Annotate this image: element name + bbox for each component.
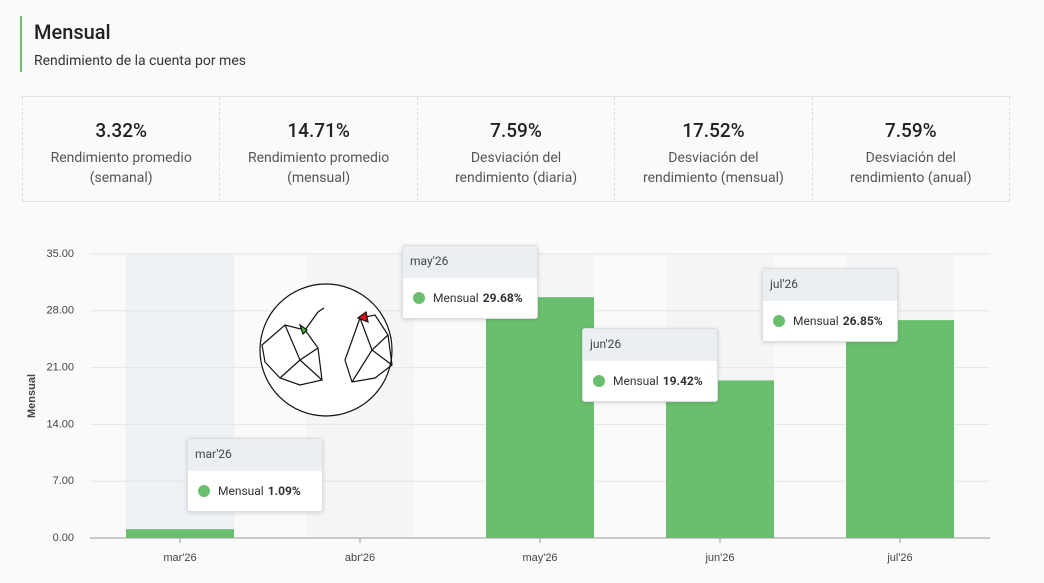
stat-label: Desviación del rendimiento (diaria) (454, 150, 578, 186)
stat-label: Desviación del rendimiento (anual) (850, 150, 972, 186)
stat-label: Desviación del rendimiento (mensual) (642, 150, 784, 186)
header: Mensual Rendimiento de la cuenta por mes (20, 16, 246, 72)
stat-value: 17.52% (682, 119, 745, 142)
subtitle: Rendimiento de la cuenta por mes (34, 53, 246, 69)
value-label: 29.68% (482, 291, 523, 306)
x-tick-label: abr'26 (345, 552, 375, 564)
x-tick-label: may'26 (522, 552, 557, 564)
stat-label: Rendimiento promedio (mensual) (247, 150, 390, 186)
tooltip: jun'26 Mensual 19.42% (582, 328, 718, 403)
series-name: Mensual (433, 291, 479, 306)
tooltip: jul'26 Mensual 26.85% (762, 268, 898, 343)
tooltip-body: Mensual 26.85% (763, 301, 897, 341)
stat-value: 3.32% (95, 119, 148, 142)
legend-dot (413, 292, 425, 305)
x-tick-label: jul'26 (886, 552, 912, 564)
stat-value: 7.59% (884, 119, 937, 142)
legend-dot (198, 485, 210, 497)
stat: 3.32% Rendimiento promedio (semanal) (22, 97, 219, 201)
tooltip-header: may'26 (403, 246, 537, 279)
tooltip-header: jun'26 (583, 329, 717, 362)
series-name: Mensual (218, 484, 264, 498)
x-tick-label: jun'26 (704, 552, 734, 564)
stat-label: Rendimiento promedio (semanal) (50, 150, 192, 186)
legend-dot (773, 315, 785, 328)
stat-value: 14.71% (287, 119, 350, 142)
bar (846, 320, 954, 538)
y-tick-label: 28.00 (46, 305, 74, 317)
legend-dot (593, 375, 605, 388)
bar (666, 380, 774, 538)
stat: 7.59% Desviación del rendimiento (anual) (811, 97, 1011, 201)
bar (126, 529, 234, 538)
tooltip-body: Mensual 19.42% (583, 361, 717, 401)
tooltip: mar'26 Mensual 1.09% (187, 438, 323, 512)
value-label: 19.42% (662, 374, 703, 389)
tooltip-header: jul'26 (763, 269, 897, 302)
tooltip: may'26 Mensual 29.68% (402, 245, 538, 320)
stat: 14.71% Rendimiento promedio (mensual) (219, 97, 416, 201)
x-tick-label: mar'26 (163, 552, 196, 564)
y-axis-label: Mensual (26, 374, 38, 418)
stats-row: 3.32% Rendimiento promedio (semanal) 14.71… (22, 96, 1011, 202)
y-tick-label: 35.00 (46, 248, 74, 260)
y-tick-label: 7.00 (53, 475, 74, 487)
tooltip-body: Mensual 1.09% (188, 471, 322, 511)
logo (259, 283, 393, 417)
stat: 7.59% Desviación del rendimiento (diaria) (416, 97, 614, 201)
y-tick-label: 21.00 (46, 362, 74, 374)
y-tick-label: 0.00 (53, 532, 74, 544)
y-tick-label: 14.00 (46, 418, 74, 430)
title: Mensual (34, 20, 111, 44)
series-name: Mensual (793, 314, 839, 329)
value-label: 1.09% (267, 484, 301, 498)
bar (486, 297, 594, 538)
tooltip-header: mar'26 (188, 439, 322, 471)
value-label: 26.85% (842, 314, 883, 329)
stat-value: 7.59% (490, 119, 542, 142)
stat: 17.52% Desviación del rendimiento (mensua… (614, 97, 811, 201)
series-name: Mensual (613, 374, 659, 389)
tooltip-body: Mensual 29.68% (403, 278, 537, 318)
